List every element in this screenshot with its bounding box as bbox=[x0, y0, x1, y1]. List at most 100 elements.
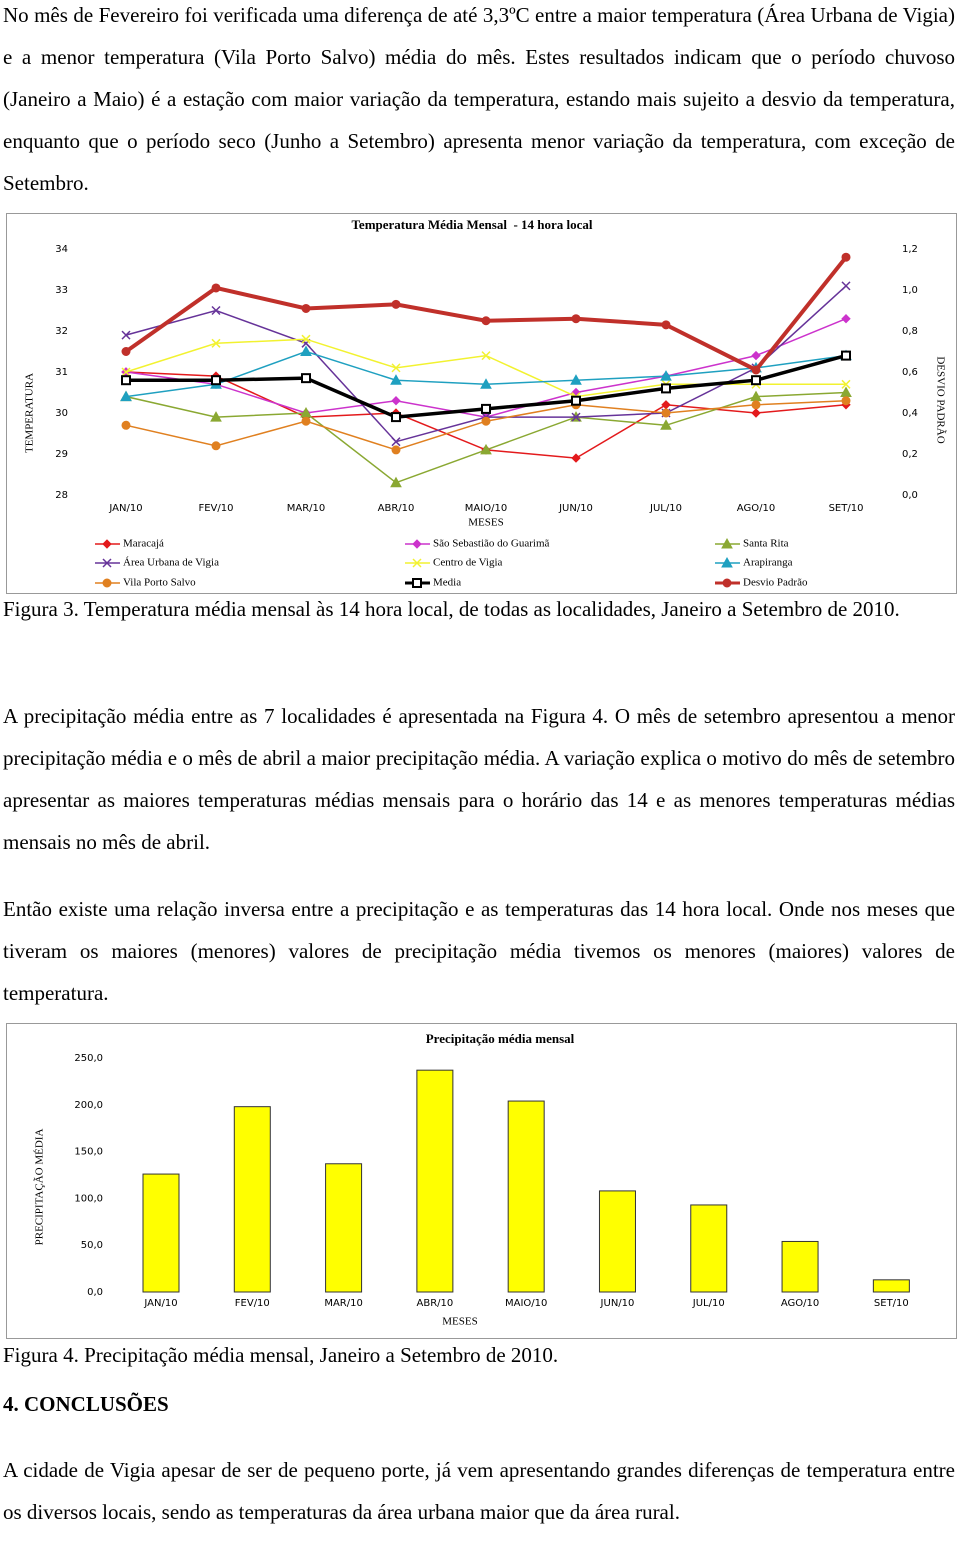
marker bbox=[841, 350, 851, 361]
x-tick-label: MAR/10 bbox=[287, 503, 326, 514]
marker bbox=[391, 299, 401, 309]
figure-caption: Figura 4. Precipitação média mensal, Jan… bbox=[3, 1343, 559, 1367]
marker bbox=[571, 412, 581, 422]
x-tick-label: FEV/10 bbox=[235, 1298, 270, 1309]
marker bbox=[121, 347, 131, 356]
paragraph: A precipitação média entre as 7 localida… bbox=[3, 704, 955, 854]
marker bbox=[211, 375, 221, 386]
marker bbox=[301, 334, 311, 344]
y2-tick-label: 1,2 bbox=[902, 244, 918, 255]
paragraph: A cidade de Vigia apesar de ser de peque… bbox=[3, 1458, 955, 1524]
bar bbox=[690, 1204, 728, 1293]
marker bbox=[390, 476, 402, 488]
legend-marker bbox=[102, 539, 112, 549]
chart-frame bbox=[6, 1023, 957, 1339]
x-tick-label: JAN/10 bbox=[108, 503, 142, 514]
bar bbox=[142, 1173, 180, 1293]
marker bbox=[211, 441, 221, 451]
y-tick-label: 28 bbox=[55, 490, 68, 501]
marker bbox=[210, 411, 222, 422]
marker bbox=[570, 374, 582, 385]
x-tick-label: JUL/10 bbox=[692, 1298, 725, 1309]
chart-title: Temperatura Média Mensal - 14 hora local bbox=[351, 217, 592, 232]
x-axis-label: MESES bbox=[468, 517, 503, 529]
x-tick-label: JAN/10 bbox=[143, 1298, 177, 1309]
marker bbox=[661, 383, 671, 394]
legend-marker bbox=[102, 558, 112, 568]
x-tick-label: MAR/10 bbox=[324, 1298, 363, 1309]
legend-marker bbox=[412, 539, 422, 549]
y2-tick-label: 0,0 bbox=[902, 490, 918, 501]
marker bbox=[841, 396, 851, 406]
legend-label: Arapiranga bbox=[743, 557, 793, 569]
x-tick-label: JUN/10 bbox=[558, 503, 593, 514]
marker bbox=[481, 416, 491, 426]
y-tick-label: 32 bbox=[55, 326, 68, 337]
legend-marker bbox=[721, 537, 733, 549]
x-tick-label: SET/10 bbox=[829, 503, 864, 514]
marker bbox=[120, 390, 132, 402]
figure-caption: Figura 3. Temperatura média mensal às 14… bbox=[3, 597, 900, 621]
y-tick-label: 34 bbox=[55, 244, 68, 255]
legend-marker bbox=[102, 578, 112, 588]
y-tick-label: 250,0 bbox=[74, 1053, 103, 1064]
x-tick-label: AGO/10 bbox=[781, 1298, 819, 1309]
legend-label: Santa Rita bbox=[743, 538, 789, 550]
bar bbox=[325, 1163, 363, 1293]
marker bbox=[301, 416, 311, 426]
marker bbox=[841, 379, 851, 389]
legend-label: Maracajá bbox=[123, 538, 164, 550]
paragraph: No mês de Fevereiro foi verificada uma d… bbox=[3, 3, 955, 195]
marker bbox=[841, 281, 851, 291]
y2-tick-label: 0,2 bbox=[902, 449, 918, 460]
y-axis-label: TEMPERATURA bbox=[24, 373, 36, 453]
marker bbox=[751, 350, 761, 361]
x-tick-label: ABR/10 bbox=[378, 503, 415, 514]
legend-marker bbox=[412, 578, 422, 588]
y-tick-label: 100,0 bbox=[74, 1193, 103, 1204]
y-tick-label: 29 bbox=[55, 449, 68, 460]
marker bbox=[391, 445, 401, 455]
bar bbox=[781, 1240, 819, 1293]
marker bbox=[571, 453, 581, 463]
marker bbox=[571, 314, 581, 324]
marker bbox=[390, 374, 402, 385]
y2-tick-label: 1,0 bbox=[902, 285, 918, 296]
marker bbox=[121, 375, 131, 386]
x-tick-label: JUN/10 bbox=[600, 1298, 635, 1309]
legend-marker bbox=[412, 558, 422, 568]
x-tick-label: MAIO/10 bbox=[465, 503, 507, 514]
legend-label: São Sebastião do Guarimã bbox=[433, 538, 550, 550]
marker bbox=[300, 345, 312, 356]
x-tick-label: FEV/10 bbox=[198, 503, 233, 514]
x-tick-label: SET/10 bbox=[874, 1298, 909, 1309]
marker bbox=[751, 365, 761, 375]
y-tick-label: 50,0 bbox=[81, 1240, 103, 1251]
chart-frame bbox=[6, 213, 957, 594]
marker bbox=[751, 408, 761, 418]
section-title: 4. CONCLUSÕES bbox=[3, 1392, 169, 1416]
marker bbox=[301, 373, 311, 384]
bar bbox=[233, 1106, 271, 1293]
y-axis-label: PRECIPITAÇÃO MÉDIA bbox=[34, 1129, 46, 1246]
marker bbox=[661, 400, 671, 410]
marker bbox=[301, 303, 311, 313]
y-tick-label: 30 bbox=[55, 408, 68, 419]
marker bbox=[121, 367, 131, 377]
y2-tick-label: 0,6 bbox=[902, 367, 918, 378]
marker bbox=[481, 403, 491, 414]
paragraph: Então existe uma relação inversa entre a… bbox=[3, 897, 955, 1005]
bar bbox=[507, 1100, 545, 1293]
marker bbox=[480, 443, 492, 455]
y-tick-label: 0,0 bbox=[87, 1287, 103, 1298]
marker bbox=[480, 378, 492, 389]
y-tick-label: 31 bbox=[55, 367, 68, 378]
bar bbox=[872, 1279, 910, 1293]
legend-label: Área Urbana de Vigia bbox=[123, 557, 219, 569]
x-tick-label: JUL/10 bbox=[649, 503, 682, 514]
marker bbox=[841, 252, 851, 262]
marker bbox=[661, 408, 671, 418]
marker bbox=[660, 370, 672, 381]
